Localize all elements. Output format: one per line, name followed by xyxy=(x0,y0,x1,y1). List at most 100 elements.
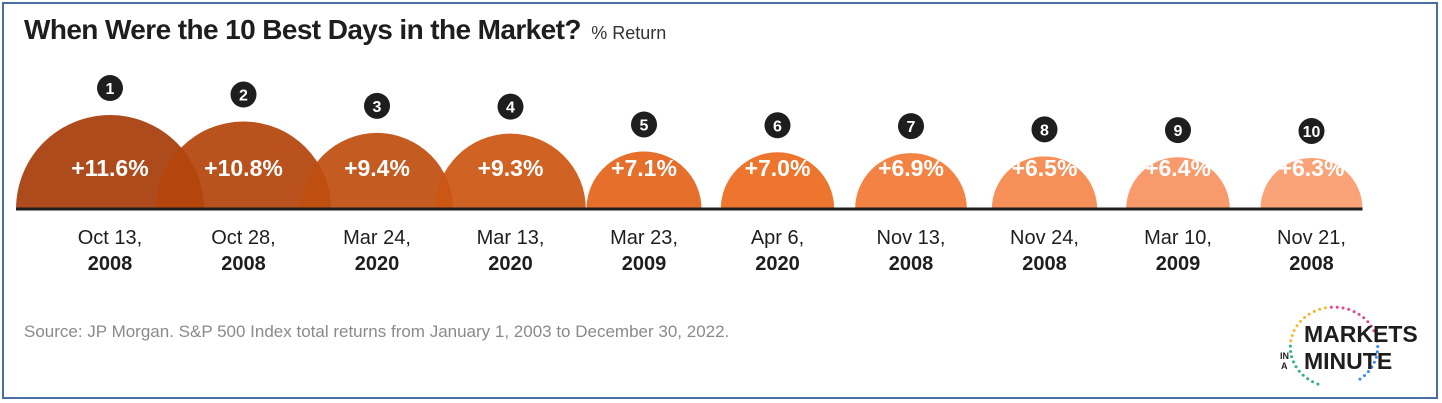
value-label-6: +7.0% xyxy=(745,155,811,181)
value-label-7: +6.9% xyxy=(878,155,944,181)
logo-dot xyxy=(1307,312,1311,316)
rank-label-5: 5 xyxy=(640,117,649,134)
rank-label-7: 7 xyxy=(907,119,916,136)
bar-1 xyxy=(16,115,204,209)
logo-dot xyxy=(1363,374,1366,378)
date-label-1: Oct 13, xyxy=(78,227,142,249)
rank-label-1: 1 xyxy=(106,81,115,98)
logo-dot xyxy=(1369,324,1373,328)
bar-3 xyxy=(300,132,454,209)
rank-badge-10 xyxy=(1298,117,1325,144)
date-label-5: Mar 23, xyxy=(610,227,678,249)
rank-badge-7 xyxy=(898,113,924,140)
logo-dot xyxy=(1292,360,1295,364)
logo-word-a: A xyxy=(1281,361,1288,371)
rank-label-3: 3 xyxy=(373,99,382,116)
title-block: When Were the 10 Best Days in the Market… xyxy=(24,14,666,46)
chart-subtitle: % Return xyxy=(591,23,667,43)
rank-label-4: 4 xyxy=(506,100,515,117)
logo-dot xyxy=(1290,334,1294,337)
logo-dot xyxy=(1347,307,1351,311)
logo-dot xyxy=(1288,344,1292,348)
logo-dot xyxy=(1316,382,1320,386)
logo-dot xyxy=(1295,324,1299,328)
value-label-1: +11.6% xyxy=(71,155,148,181)
logo-dot xyxy=(1376,345,1380,348)
date-label-10: Nov 21, xyxy=(1277,227,1346,249)
logo-dot xyxy=(1301,373,1305,377)
value-label-2: +10.8% xyxy=(204,155,283,181)
rank-badge-6 xyxy=(764,112,791,139)
logo-word-in: IN xyxy=(1280,351,1289,361)
rank-badge-2 xyxy=(230,81,257,108)
year-label-3: 2020 xyxy=(355,253,400,275)
date-label-9: Mar 10, xyxy=(1144,227,1212,249)
source-note: Source: JP Morgan. S&P 500 Index total r… xyxy=(24,322,730,341)
logo-word-minute: MINUTE xyxy=(1304,348,1392,374)
bar-4 xyxy=(435,133,586,209)
bar-6 xyxy=(720,152,835,209)
logo-dot xyxy=(1375,350,1379,354)
logo-dot xyxy=(1329,305,1333,309)
logo-dot xyxy=(1341,306,1345,310)
year-label-5: 2009 xyxy=(622,253,667,275)
logo-dot xyxy=(1318,307,1322,311)
rank-label-9: 9 xyxy=(1174,123,1183,140)
bar-5 xyxy=(586,151,702,209)
year-label-4: 2020 xyxy=(488,253,533,275)
date-label-4: Mar 13, xyxy=(477,227,545,249)
bar-2 xyxy=(156,121,331,209)
chart-title: When Were the 10 Best Days in the Market… xyxy=(24,14,581,45)
logo-dot xyxy=(1374,355,1378,359)
value-label-5: +7.1% xyxy=(611,155,677,181)
rank-badge-5 xyxy=(631,111,657,138)
logo-dot xyxy=(1312,309,1316,313)
rank-badge-8 xyxy=(1031,116,1058,143)
value-label-8: +6.5% xyxy=(1012,155,1078,181)
rank-badge-3 xyxy=(364,92,390,119)
bar-8 xyxy=(991,156,1098,209)
date-label-8: Nov 24, xyxy=(1010,227,1079,249)
logo-dot xyxy=(1294,365,1298,369)
year-label-6: 2020 xyxy=(755,253,800,275)
logo-dot xyxy=(1289,339,1293,343)
value-label-3: +9.4% xyxy=(344,155,410,181)
logo-dot xyxy=(1303,316,1307,319)
logo-dot xyxy=(1370,365,1374,369)
year-label-1: 2008 xyxy=(88,253,133,275)
logo-dot xyxy=(1362,316,1366,320)
date-label-3: Mar 24, xyxy=(343,227,411,249)
markets-in-a-minute-logo: MARKETS IN A MINUTE xyxy=(1280,305,1418,386)
logo-dot xyxy=(1372,329,1376,333)
bar-9 xyxy=(1126,157,1230,209)
rank-badge-1 xyxy=(97,75,123,102)
rank-label-10: 10 xyxy=(1303,124,1321,141)
value-label-4: +9.3% xyxy=(478,155,544,181)
year-label-7: 2008 xyxy=(889,253,934,275)
logo-dot xyxy=(1323,306,1327,310)
logo-dot xyxy=(1299,319,1302,323)
year-label-9: 2009 xyxy=(1156,253,1201,275)
date-label-7: Nov 13, xyxy=(877,227,946,249)
rank-badge-4 xyxy=(497,93,524,120)
logo-dot xyxy=(1311,380,1315,384)
rank-label-2: 2 xyxy=(239,88,248,105)
logo-dot xyxy=(1292,329,1296,332)
rank-badge-9 xyxy=(1165,117,1191,144)
value-label-10: +6.3% xyxy=(1279,155,1345,181)
logo-dot xyxy=(1306,377,1310,381)
logo-dot xyxy=(1289,350,1293,353)
logo-dot xyxy=(1290,355,1294,359)
logo-dot xyxy=(1366,320,1370,324)
bar-7 xyxy=(855,153,967,209)
value-label-9: +6.4% xyxy=(1145,155,1211,181)
logo-dot xyxy=(1357,312,1361,316)
rank-label-8: 8 xyxy=(1040,122,1049,139)
year-label-10: 2008 xyxy=(1289,253,1334,275)
bars-group xyxy=(16,115,1363,209)
logo-dot-ring xyxy=(1288,305,1380,386)
rank-label-6: 6 xyxy=(773,118,782,135)
logo-dot xyxy=(1375,339,1379,343)
